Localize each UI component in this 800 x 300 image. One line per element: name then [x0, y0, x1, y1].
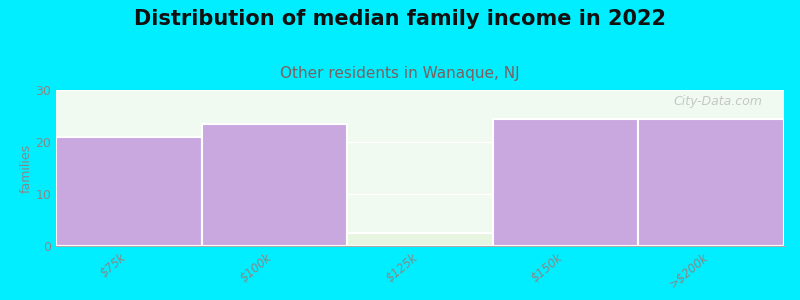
Text: City-Data.com: City-Data.com	[674, 95, 762, 108]
Bar	[638, 118, 784, 246]
Bar	[347, 233, 493, 246]
Bar	[202, 124, 347, 246]
Y-axis label: families: families	[19, 143, 33, 193]
Text: Distribution of median family income in 2022: Distribution of median family income in …	[134, 9, 666, 29]
Bar	[56, 137, 202, 246]
Text: Other residents in Wanaque, NJ: Other residents in Wanaque, NJ	[280, 66, 520, 81]
Bar	[493, 118, 638, 246]
